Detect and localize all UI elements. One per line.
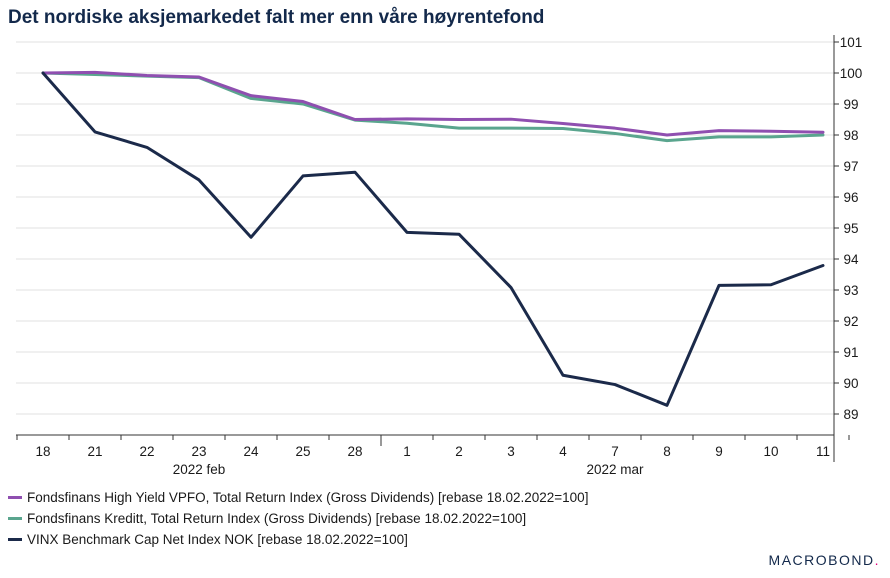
x-tick-label: 21: [87, 444, 102, 459]
y-tick-label: 97: [843, 159, 858, 174]
y-tick-label: 101: [840, 35, 863, 50]
x-tick-label: 7: [611, 444, 619, 459]
legend-label-vinx: VINX Benchmark Cap Net Index NOK [rebase…: [27, 532, 408, 547]
x-tick-label: 1: [403, 444, 411, 459]
brand-text: MACROBOND: [768, 552, 875, 568]
x-tick-label: 23: [191, 444, 206, 459]
y-tick-label: 93: [843, 283, 858, 298]
x-tick-label: 18: [35, 444, 50, 459]
y-tick-label: 90: [843, 376, 858, 391]
month-label: 2022 feb: [173, 462, 226, 477]
y-tick-label: 91: [843, 345, 858, 360]
legend-item-vinx: VINX Benchmark Cap Net Index NOK [rebase…: [8, 529, 588, 550]
y-tick-label: 94: [843, 252, 859, 267]
y-tick-label: 89: [843, 407, 858, 422]
legend-item-high-yield: Fondsfinans High Yield VPFO, Total Retur…: [8, 487, 588, 508]
month-label: 2022 mar: [586, 462, 644, 477]
macrobond-logo: MACROBOND.: [769, 552, 880, 568]
x-tick-label: 4: [559, 444, 567, 459]
legend-swatch-vinx: [8, 538, 22, 541]
chart-title: Det nordiske aksjemarkedet falt mer enn …: [8, 7, 545, 28]
x-tick-label: 2: [455, 444, 463, 459]
y-tick-label: 96: [843, 190, 858, 205]
x-tick-label: 24: [243, 444, 259, 459]
y-tick-label: 100: [840, 66, 863, 81]
x-tick-label: 25: [295, 444, 310, 459]
x-tick-label: 8: [663, 444, 671, 459]
legend: Fondsfinans High Yield VPFO, Total Retur…: [8, 487, 588, 550]
legend-label-kreditt: Fondsfinans Kreditt, Total Return Index …: [27, 511, 527, 526]
x-tick-label: 9: [715, 444, 723, 459]
legend-label-high-yield: Fondsfinans High Yield VPFO, Total Retur…: [27, 490, 589, 505]
y-tick-label: 98: [843, 128, 858, 143]
legend-item-kreditt: Fondsfinans Kreditt, Total Return Index …: [8, 508, 588, 529]
x-tick-label: 28: [347, 444, 362, 459]
brand-dot-icon: .: [874, 552, 880, 568]
x-tick-label: 11: [816, 444, 830, 459]
x-tick-label: 3: [507, 444, 515, 459]
y-tick-label: 95: [843, 221, 858, 236]
legend-swatch-high-yield: [8, 496, 22, 499]
x-tick-label: 22: [139, 444, 154, 459]
y-tick-label: 99: [843, 97, 858, 112]
series-line-vinx: [41, 71, 825, 407]
series-line-high-yield: [41, 70, 825, 137]
y-tick-label: 92: [843, 314, 858, 329]
x-tick-label: 10: [763, 444, 778, 459]
legend-swatch-kreditt: [8, 517, 22, 520]
